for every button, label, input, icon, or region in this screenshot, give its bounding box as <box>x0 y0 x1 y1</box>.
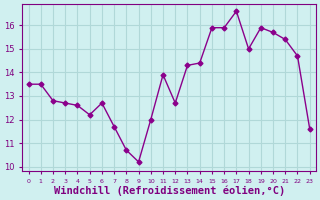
X-axis label: Windchill (Refroidissement éolien,°C): Windchill (Refroidissement éolien,°C) <box>53 185 285 196</box>
